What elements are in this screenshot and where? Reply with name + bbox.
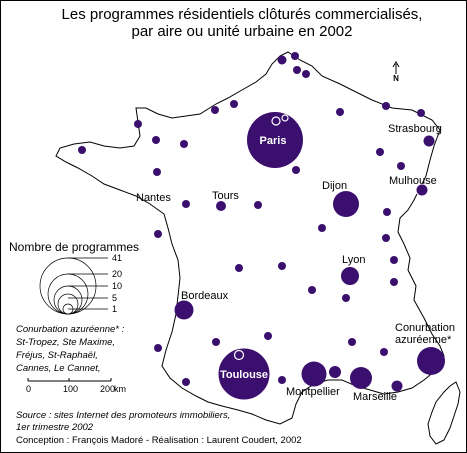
city-circle	[336, 108, 344, 116]
city-circle-lyon	[341, 267, 359, 285]
city-circle	[293, 66, 301, 74]
city-circle	[278, 376, 286, 384]
city-label-paris: Paris	[260, 135, 287, 147]
city-circle	[329, 366, 341, 378]
city-label-lyon: Lyon	[342, 254, 365, 266]
city-circle-toulouse	[217, 347, 271, 401]
toulouse-ring-small	[233, 349, 245, 361]
note-line1: Conurbation azuréenne* :	[16, 324, 125, 335]
legend-value-1: 1	[112, 304, 117, 314]
note-line3: Fréjus, St-Raphaël,	[16, 350, 98, 361]
city-circle	[308, 286, 316, 294]
city-circle	[397, 162, 405, 170]
city-circle	[318, 224, 326, 232]
city-circle	[152, 136, 160, 144]
city-circle	[212, 338, 220, 346]
city-label-strasbourg: Strasbourg	[388, 123, 442, 135]
city-circle-montpellier	[301, 361, 327, 387]
city-label-dijon: Dijon	[322, 180, 347, 192]
city-label-bordeaux: Bordeaux	[181, 290, 229, 302]
city-circle	[235, 264, 243, 272]
city-circle	[302, 70, 310, 78]
city-circle	[382, 102, 390, 110]
note-line4: Cannes, Le Cannet,	[16, 363, 101, 374]
city-label-nantes: Nantes	[136, 192, 171, 204]
city-circle-mulhouse	[415, 183, 429, 197]
france-outline	[55, 51, 445, 425]
north-arrow-icon: N	[392, 61, 400, 83]
city-circle	[211, 106, 219, 114]
credit-line: Conception : François Madoré - Réalisati…	[16, 435, 302, 446]
city-circle	[264, 332, 272, 340]
city-circle	[230, 100, 238, 108]
size-legend: Nombre de programmes 41 20 10 5 1	[9, 240, 139, 315]
city-circle-conurbation	[417, 347, 445, 375]
city-circle	[376, 148, 384, 156]
city-circle	[342, 294, 350, 302]
city-circle	[390, 278, 398, 286]
city-label-conurbation-line1: Conurbation	[395, 322, 455, 334]
city-circle	[216, 201, 226, 211]
paris-ring-small	[271, 116, 281, 126]
city-circle	[134, 120, 142, 128]
city-circle	[154, 230, 162, 238]
city-circle	[182, 378, 190, 386]
city-circle-bordeaux	[174, 300, 194, 320]
source-line2: 1er trimestre 2002	[16, 422, 94, 433]
city-circle	[292, 166, 300, 174]
city-circle	[182, 200, 190, 208]
scale-value-100: 100	[63, 384, 78, 394]
city-circle	[417, 109, 425, 117]
north-label: N	[393, 74, 399, 83]
scale-value-0: 0	[26, 384, 31, 394]
source-line1: Source : sites Internet des promoteurs i…	[16, 410, 230, 421]
scale-value-200: 200	[100, 384, 115, 394]
city-circle	[291, 52, 299, 60]
city-circle	[380, 348, 388, 356]
city-circle	[423, 135, 435, 147]
city-circle	[78, 146, 86, 154]
city-circle	[278, 262, 286, 270]
note-line2: St-Tropez, Ste Maxime,	[16, 337, 115, 348]
scale-bar: 0 100 200 km	[26, 378, 126, 394]
city-circle-paris	[247, 112, 303, 168]
legend-value-41: 41	[112, 253, 122, 263]
city-circle	[348, 338, 356, 346]
paris-ring-small	[281, 114, 289, 122]
city-circle	[180, 140, 188, 148]
map-title-line2: par aire ou unité urbaine en 2002	[131, 23, 352, 40]
city-circle	[391, 380, 403, 392]
city-label-tours: Tours	[212, 190, 239, 202]
city-circle	[154, 344, 162, 352]
city-circle	[153, 168, 161, 176]
city-circle-marseille	[350, 367, 372, 389]
legend-value-20: 20	[112, 269, 122, 279]
city-label-montpellier: Montpellier	[286, 386, 340, 398]
legend-value-5: 5	[112, 293, 117, 303]
city-circle	[390, 256, 398, 264]
city-circle	[254, 201, 262, 209]
legend-value-10: 10	[112, 281, 122, 291]
city-circle	[277, 55, 287, 65]
city-label-conurbation-line2: azuréenne*	[395, 334, 452, 346]
city-label-marseille: Marseille	[353, 391, 397, 403]
map-title-line1: Les programmes résidentiels clôturés com…	[62, 6, 423, 23]
city-label-toulouse: Toulouse	[220, 369, 268, 381]
scale-unit: km	[114, 384, 126, 394]
city-circle-dijon	[333, 191, 359, 217]
city-circle	[382, 234, 390, 242]
corsica-outline	[427, 381, 461, 445]
conurbation-note: Conurbation azuréenne* : St-Tropez, Ste …	[16, 324, 125, 374]
city-circle	[383, 208, 391, 216]
legend-title: Nombre de programmes	[9, 240, 139, 254]
city-label-mulhouse: Mulhouse	[389, 175, 437, 187]
